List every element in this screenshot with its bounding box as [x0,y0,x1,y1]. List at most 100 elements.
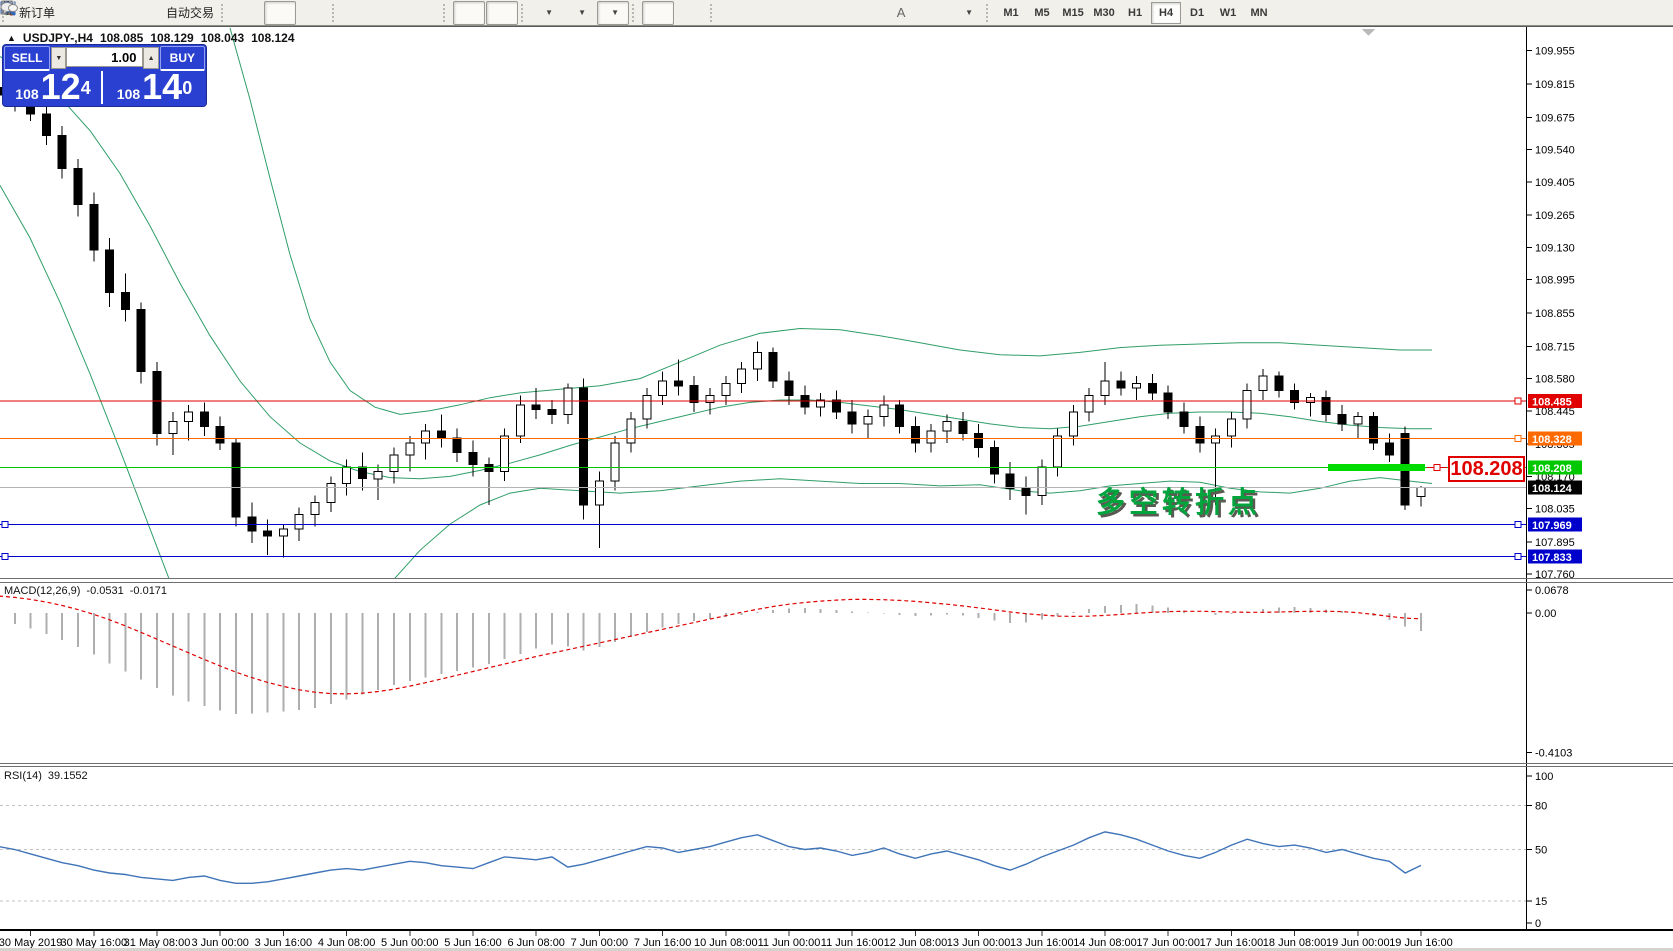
rsi-tick-label: 50 [1535,845,1547,857]
candlestick [294,514,304,530]
candlestick [41,113,51,136]
candlestick [342,466,352,484]
candlestick [1290,390,1300,403]
macd-tick-label: 0.00 [1535,608,1556,620]
toolbar-grip[interactable] [632,3,639,22]
price-tick-label: 109.815 [1535,79,1575,91]
candlestick [1147,382,1157,394]
price-tag-label[interactable]: 108.208 [1448,456,1525,482]
volume-up-button[interactable]: ▲ [143,47,159,69]
rsi-pane[interactable] [0,804,1526,902]
price-level-badge [1528,394,1582,409]
timeframe-m15-button[interactable]: M15 [1062,6,1084,19]
price-level-badge-label: 108.328 [1532,434,1572,446]
line-end-marker[interactable] [1,553,9,561]
candlestick [1337,413,1347,425]
buy-price-sup: 0 [182,78,193,98]
line-end-marker[interactable] [1514,397,1522,405]
time-tick-label: 5 Jun 00:00 [381,937,439,949]
candlestick [120,292,130,310]
time-tick-label: 19 Jun 16:00 [1389,937,1453,949]
candlestick [879,404,889,418]
candlestick [278,528,288,537]
annotation-text[interactable]: 多空转折点 [1096,487,1262,519]
timeframe-m1-button[interactable]: M1 [1003,6,1019,19]
candlestick [1132,382,1142,389]
candlestick [215,425,225,444]
line-end-marker[interactable] [1514,520,1522,528]
candlestick [326,483,336,504]
candlestick [942,421,952,432]
candlestick [1211,435,1221,444]
macd-tick-label: 0.0678 [1535,585,1569,597]
chart-objects-layer[interactable] [0,29,1526,561]
candlestick [357,466,367,480]
timeframe-w1-button[interactable]: W1 [1219,6,1237,19]
volume-input[interactable] [66,47,144,67]
candlestick [1384,442,1394,456]
time-tick-label: 13 Jun 00:00 [947,937,1011,949]
timeframe-d1-button[interactable]: D1 [1190,6,1205,19]
candlestick [1053,435,1063,468]
rsi-indicator-label: RSI(14) 39.1552 [4,770,88,782]
macd-signal-line [0,595,1422,695]
timeframe-m5-button[interactable]: M5 [1034,6,1050,19]
candlestick [989,447,999,475]
candlestick [231,442,241,518]
candlestick [1195,425,1205,444]
timeframe-h1-button[interactable]: H1 [1128,6,1143,19]
price-chart-pane[interactable] [0,27,1433,670]
time-tick-label: 30 May 2019 [0,937,62,949]
candlestick [405,442,415,456]
price-level-badge [1528,460,1582,475]
time-tick-label: 3 Jun 16:00 [255,937,313,949]
toolbar-grip[interactable] [521,3,528,22]
price-axis[interactable]: 109.955 109.815 109.675 109.540 109.405 109.2… [1526,26,1582,930]
trend-highlight-segment[interactable] [1328,463,1425,471]
candlestick [642,394,652,420]
bollinger-band-middle [0,56,1432,480]
toolbar-grip[interactable] [332,3,339,22]
text-tool-icon: A [896,5,906,20]
line-end-marker[interactable] [1514,435,1522,443]
one-click-trading-panel: SELL ▼ ▲ BUY 108 12 4 108 14 0 [3,45,206,106]
buy-price-display[interactable]: 108 14 0 [105,69,204,105]
macd-pane[interactable] [0,595,1422,714]
cursor-button[interactable] [4,0,675,25]
candlestick [105,249,115,294]
buy-button[interactable]: BUY [159,46,205,71]
candlestick [1005,473,1015,489]
sell-price-display[interactable]: 108 12 4 [5,69,103,105]
time-tick-label: 5 Jun 16:00 [444,937,502,949]
toolbar-grip[interactable] [986,3,993,22]
candlestick [468,452,478,465]
toolbar-grip[interactable] [221,3,228,22]
price-tick-label: 109.675 [1535,112,1575,124]
candlestick [89,204,99,251]
symbol-period-label: USDJPY-,H4 [22,31,93,45]
price-level-badge [1528,480,1582,495]
line-end-marker[interactable] [1514,553,1522,561]
candlestick [199,411,209,427]
collapse-arrow-icon[interactable]: ▲ [7,33,16,43]
line-end-marker[interactable] [1,520,9,528]
candlestick [263,530,273,537]
macd-tick-label: -0.4103 [1535,748,1572,760]
toolbar-grip[interactable] [443,3,450,22]
candlestick [910,425,920,444]
timeframe-m30-button[interactable]: M30 [1093,6,1115,19]
sell-button[interactable]: SELL [4,46,51,71]
toolbar-grip[interactable] [710,3,717,22]
candlestick [136,308,146,372]
scroll-marker-icon[interactable] [1362,29,1375,36]
rsi-line [0,831,1422,884]
timeframe-mn-button[interactable]: MN [1250,6,1268,19]
chat-button[interactable] [0,1,1665,25]
timeframe-h4-button[interactable]: H4 [1151,1,1182,24]
price-tick-label: 109.130 [1535,242,1575,254]
price-tick-label: 109.265 [1535,210,1575,222]
text-tool-button[interactable]: A [885,1,917,25]
volume-down-button[interactable]: ▼ [51,47,67,69]
